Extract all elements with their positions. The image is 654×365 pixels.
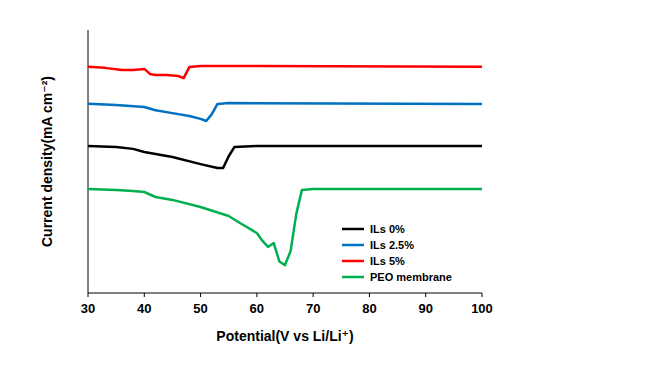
x-tick	[256, 293, 257, 297]
y-axis-title: Current density(mA cm⁻²)	[39, 76, 55, 247]
x-axis-line	[88, 293, 482, 294]
legend-swatch	[342, 276, 364, 279]
legend-label: PEO membrane	[370, 271, 452, 283]
x-tick	[425, 293, 426, 297]
x-axis-title: Potential(V vs Li/Li⁺)	[216, 328, 353, 344]
x-tick-label: 100	[471, 301, 493, 316]
y-axis-line	[88, 30, 89, 293]
legend-label: ILs 0%	[370, 223, 405, 235]
legend-swatch	[342, 228, 364, 231]
x-tick	[200, 293, 201, 297]
x-tick	[88, 293, 89, 297]
legend-label: ILs 5%	[370, 255, 405, 267]
x-tick	[313, 293, 314, 297]
legend-swatch	[342, 244, 364, 247]
x-tick	[369, 293, 370, 297]
series-line	[88, 66, 482, 78]
plot-area	[88, 66, 482, 265]
x-tick	[482, 293, 483, 297]
x-tick-label: 70	[306, 301, 320, 316]
x-tick-label: 80	[362, 301, 376, 316]
axes: 30 40 50 60 70 80 90 100	[81, 30, 493, 316]
series-line	[88, 103, 482, 121]
x-tick-label: 30	[81, 301, 95, 316]
series-line	[88, 189, 482, 265]
series-line	[88, 146, 482, 168]
x-tick	[144, 293, 145, 297]
legend: ILs 0% ILs 2.5% ILs 5% PEO membrane	[342, 223, 452, 283]
legend-swatch	[342, 260, 364, 263]
chart: 30 40 50 60 70 80 90 100 Potential(V vs Li/Li⁺) C…	[0, 0, 654, 365]
x-tick-label: 40	[137, 301, 151, 316]
x-tick-label: 50	[193, 301, 207, 316]
x-tick-label: 60	[250, 301, 264, 316]
legend-label: ILs 2.5%	[370, 239, 414, 251]
x-tick-label: 90	[418, 301, 432, 316]
